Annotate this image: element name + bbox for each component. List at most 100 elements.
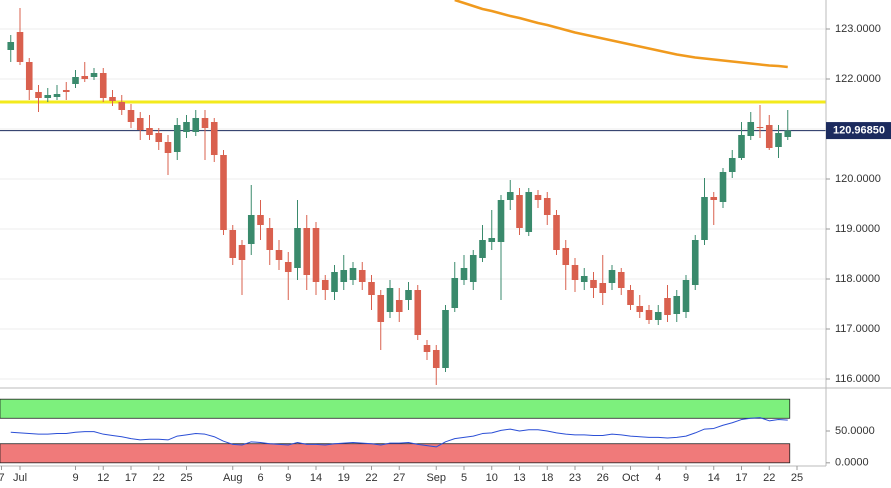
y-tick-label: 120.0000 (835, 173, 881, 185)
x-tick-label: 9 (72, 472, 78, 484)
x-tick-label: Oct (622, 472, 639, 484)
candle-body (303, 228, 311, 275)
candle-body (247, 215, 255, 244)
candle-body (294, 228, 301, 268)
candle-body (229, 230, 237, 258)
candle-body (719, 172, 727, 202)
candle-body (553, 215, 560, 250)
candle-body (543, 198, 551, 215)
candle-body (257, 215, 264, 225)
y-tick-label: 0.0000 (835, 457, 869, 469)
x-tick-label: 22 (365, 472, 377, 484)
candle-body (53, 94, 61, 97)
candle-body (673, 296, 681, 314)
candle-body (127, 110, 135, 122)
candle-body (99, 73, 107, 98)
x-tick-label: 9 (683, 472, 689, 484)
x-tick-label: 22 (153, 472, 165, 484)
candle-body (90, 73, 98, 77)
candle-body (728, 158, 736, 172)
candle-body (460, 268, 468, 280)
last-price-box (826, 122, 891, 140)
candle-body (451, 278, 459, 308)
candle-body (599, 283, 607, 293)
candle-body (368, 282, 375, 295)
candle-body (109, 97, 116, 101)
moving-average (454, 0, 788, 69)
x-tick-label: 25 (180, 472, 192, 484)
candle-body (645, 310, 653, 320)
x-tick-label: 14 (708, 472, 720, 484)
candle-body (201, 118, 209, 128)
candle-body (192, 118, 200, 132)
x-tick-label: 10 (486, 472, 498, 484)
candle-body (331, 272, 338, 292)
candle-body (386, 288, 394, 312)
candle-body (284, 262, 292, 272)
indicator-band (0, 443, 791, 464)
y-tick-label: 119.0000 (835, 223, 880, 235)
candle-body (183, 122, 190, 132)
y-tick-label: 116.0000 (835, 373, 880, 385)
candle-body (349, 268, 357, 280)
x-tick-label: 27 (393, 472, 405, 484)
candle-body (617, 272, 625, 288)
x-tick-label: 19 (338, 472, 350, 484)
x-tick-label: Sep (426, 472, 446, 484)
y-tick-label: 50.0000 (835, 425, 875, 437)
candle-body (654, 312, 662, 320)
candle-body (414, 290, 422, 335)
x-tick-label: 9 (285, 472, 291, 484)
candle-body (442, 310, 449, 368)
candle-body (321, 280, 329, 290)
candle-body (118, 102, 126, 110)
candle-body (81, 76, 89, 79)
candle-body (738, 135, 745, 158)
x-tick-label: 4 (655, 472, 661, 484)
candle-body (469, 255, 477, 282)
candle-body (7, 42, 15, 50)
indicator-band (0, 398, 791, 419)
candle-body (636, 306, 644, 312)
candle-body (525, 192, 533, 232)
candle-body (765, 125, 773, 148)
x-tick-label: 6 (257, 472, 263, 484)
candle-body (312, 228, 320, 282)
candle-body (534, 195, 542, 200)
candle-body (506, 192, 514, 200)
x-tick-label: 22 (763, 472, 775, 484)
candle-body (664, 298, 671, 315)
x-tick-label: Jul (13, 472, 27, 484)
candle-body (784, 130, 792, 137)
candle-body (44, 95, 52, 98)
candle-body (395, 300, 403, 312)
candle-body (497, 200, 505, 242)
candle-body (423, 345, 431, 352)
candle-body (488, 238, 496, 242)
candle-body (220, 155, 227, 230)
candle-body (210, 122, 218, 155)
candle-body (275, 250, 283, 260)
y-tick-label: 118.0000 (835, 273, 880, 285)
y-tick-label: 122.0000 (835, 73, 881, 85)
candle-body (590, 280, 597, 288)
x-tick-label: 7 (0, 472, 5, 484)
candle-body (710, 197, 718, 200)
x-tick-label: 14 (310, 472, 322, 484)
candle-body (405, 290, 412, 300)
x-tick-label: 23 (569, 472, 581, 484)
candle-body (608, 270, 616, 283)
candle-body (562, 248, 570, 265)
candle-body (25, 62, 33, 90)
candle-body (682, 280, 690, 312)
candle-body (571, 265, 579, 280)
axes: 123.0000122.0000121.0000120.0000119.0000… (0, 23, 891, 484)
candle-body (35, 92, 42, 98)
indicator-panel (0, 398, 791, 464)
candle-body (691, 240, 699, 285)
candle-body (516, 195, 523, 228)
candle-body (155, 133, 163, 142)
x-tick-label: 12 (97, 472, 109, 484)
candle-body (377, 295, 385, 322)
candle-body (62, 90, 70, 92)
